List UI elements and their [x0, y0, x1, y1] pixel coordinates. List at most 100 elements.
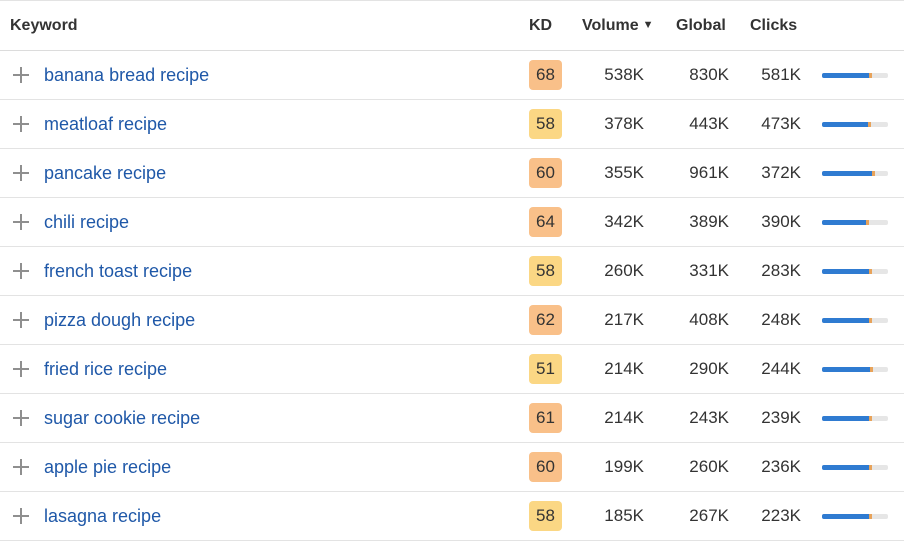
clicks-bar-fill: [822, 73, 872, 78]
volume-value: 199K: [604, 457, 644, 476]
kd-badge: 61: [529, 403, 562, 433]
clicks-value: 581K: [761, 65, 801, 84]
column-header-volume[interactable]: Volume ▼: [582, 17, 654, 35]
volume-value: 260K: [604, 261, 644, 280]
keyword-link[interactable]: meatloaf recipe: [44, 114, 168, 134]
add-keyword-plus-icon[interactable]: [11, 310, 31, 330]
volume-value: 214K: [604, 359, 644, 378]
column-header-clicks[interactable]: Clicks: [750, 17, 798, 34]
clicks-bar-paid-segment: [869, 269, 872, 274]
clicks-bar-paid-segment: [866, 220, 869, 225]
add-keyword-plus-icon[interactable]: [11, 359, 31, 379]
kd-badge: 51: [529, 354, 562, 384]
clicks-value: 372K: [761, 163, 801, 182]
clicks-bar-fill: [822, 318, 872, 323]
table-row: sugar cookie recipe 61 214K 243K 239K: [0, 394, 904, 443]
add-keyword-plus-icon[interactable]: [11, 457, 31, 477]
clicks-bar-fill: [822, 514, 872, 519]
clicks-distribution-bar: [822, 73, 888, 78]
column-header-kd[interactable]: KD: [529, 17, 553, 34]
clicks-bar-paid-segment: [869, 514, 872, 519]
global-value: 331K: [689, 261, 729, 280]
clicks-value: 239K: [761, 408, 801, 427]
volume-value: 378K: [604, 114, 644, 133]
table-row: chili recipe 64 342K 389K 390K: [0, 198, 904, 247]
volume-value: 342K: [604, 212, 644, 231]
clicks-distribution-bar: [822, 514, 888, 519]
table-row: apple pie recipe 60 199K 260K 236K: [0, 443, 904, 492]
keyword-link[interactable]: pizza dough recipe: [44, 310, 196, 330]
clicks-bar-paid-segment: [869, 416, 872, 421]
clicks-bar-paid-segment: [869, 318, 872, 323]
add-keyword-plus-icon[interactable]: [11, 261, 31, 281]
clicks-distribution-bar: [822, 465, 888, 470]
clicks-bar-fill: [822, 220, 869, 225]
column-header-keyword[interactable]: Keyword: [10, 17, 78, 34]
table-body: banana bread recipe 68 538K 830K 581K meatloa…: [0, 51, 904, 541]
clicks-value: 244K: [761, 359, 801, 378]
kd-badge: 58: [529, 501, 562, 531]
keyword-link[interactable]: banana bread recipe: [44, 65, 210, 85]
global-value: 389K: [689, 212, 729, 231]
keyword-link[interactable]: lasagna recipe: [44, 506, 162, 526]
clicks-value: 236K: [761, 457, 801, 476]
kd-badge: 62: [529, 305, 562, 335]
table-header: Keyword KD Volume ▼ Global Clicks: [0, 1, 904, 51]
global-value: 260K: [689, 457, 729, 476]
clicks-value: 248K: [761, 310, 801, 329]
kd-badge: 60: [529, 158, 562, 188]
table-row: fried rice recipe 51 214K 290K 244K: [0, 345, 904, 394]
clicks-distribution-bar: [822, 416, 888, 421]
keyword-link[interactable]: french toast recipe: [44, 261, 193, 281]
add-keyword-plus-icon[interactable]: [11, 408, 31, 428]
column-header-volume-label: Volume: [582, 17, 639, 34]
add-keyword-plus-icon[interactable]: [11, 163, 31, 183]
keyword-link[interactable]: pancake recipe: [44, 163, 167, 183]
clicks-distribution-bar: [822, 220, 888, 225]
clicks-bar-paid-segment: [870, 367, 873, 372]
add-keyword-plus-icon[interactable]: [11, 114, 31, 134]
table-row: lasagna recipe 58 185K 267K 223K: [0, 492, 904, 541]
global-value: 961K: [689, 163, 729, 182]
kd-badge: 64: [529, 207, 562, 237]
table-row: pancake recipe 60 355K 961K 372K: [0, 149, 904, 198]
kd-badge: 68: [529, 60, 562, 90]
global-value: 408K: [689, 310, 729, 329]
global-value: 267K: [689, 506, 729, 525]
kd-badge: 58: [529, 256, 562, 286]
global-value: 830K: [689, 65, 729, 84]
keyword-link[interactable]: fried rice recipe: [44, 359, 168, 379]
clicks-bar-fill: [822, 465, 872, 470]
add-keyword-plus-icon[interactable]: [11, 506, 31, 526]
clicks-bar-fill: [822, 122, 871, 127]
global-value: 243K: [689, 408, 729, 427]
keyword-link[interactable]: chili recipe: [44, 212, 130, 232]
clicks-distribution-bar: [822, 122, 888, 127]
table-row: banana bread recipe 68 538K 830K 581K: [0, 51, 904, 100]
clicks-bar-fill: [822, 416, 872, 421]
clicks-distribution-bar: [822, 171, 888, 176]
clicks-value: 473K: [761, 114, 801, 133]
caret-down-icon: ▼: [642, 19, 654, 31]
global-value: 290K: [689, 359, 729, 378]
clicks-value: 283K: [761, 261, 801, 280]
clicks-bar-fill: [822, 269, 872, 274]
kd-badge: 58: [529, 109, 562, 139]
clicks-distribution-bar: [822, 367, 888, 372]
add-keyword-plus-icon[interactable]: [11, 212, 31, 232]
clicks-value: 390K: [761, 212, 801, 231]
table-row: meatloaf recipe 58 378K 443K 473K: [0, 100, 904, 149]
clicks-bar-fill: [822, 367, 873, 372]
volume-value: 538K: [604, 65, 644, 84]
volume-value: 214K: [604, 408, 644, 427]
clicks-bar-paid-segment: [869, 73, 872, 78]
clicks-distribution-bar: [822, 269, 888, 274]
kd-badge: 60: [529, 452, 562, 482]
keyword-link[interactable]: sugar cookie recipe: [44, 408, 201, 428]
volume-value: 355K: [604, 163, 644, 182]
clicks-distribution-bar: [822, 318, 888, 323]
column-header-global[interactable]: Global: [676, 17, 726, 34]
add-keyword-plus-icon[interactable]: [11, 65, 31, 85]
keyword-link[interactable]: apple pie recipe: [44, 457, 172, 477]
